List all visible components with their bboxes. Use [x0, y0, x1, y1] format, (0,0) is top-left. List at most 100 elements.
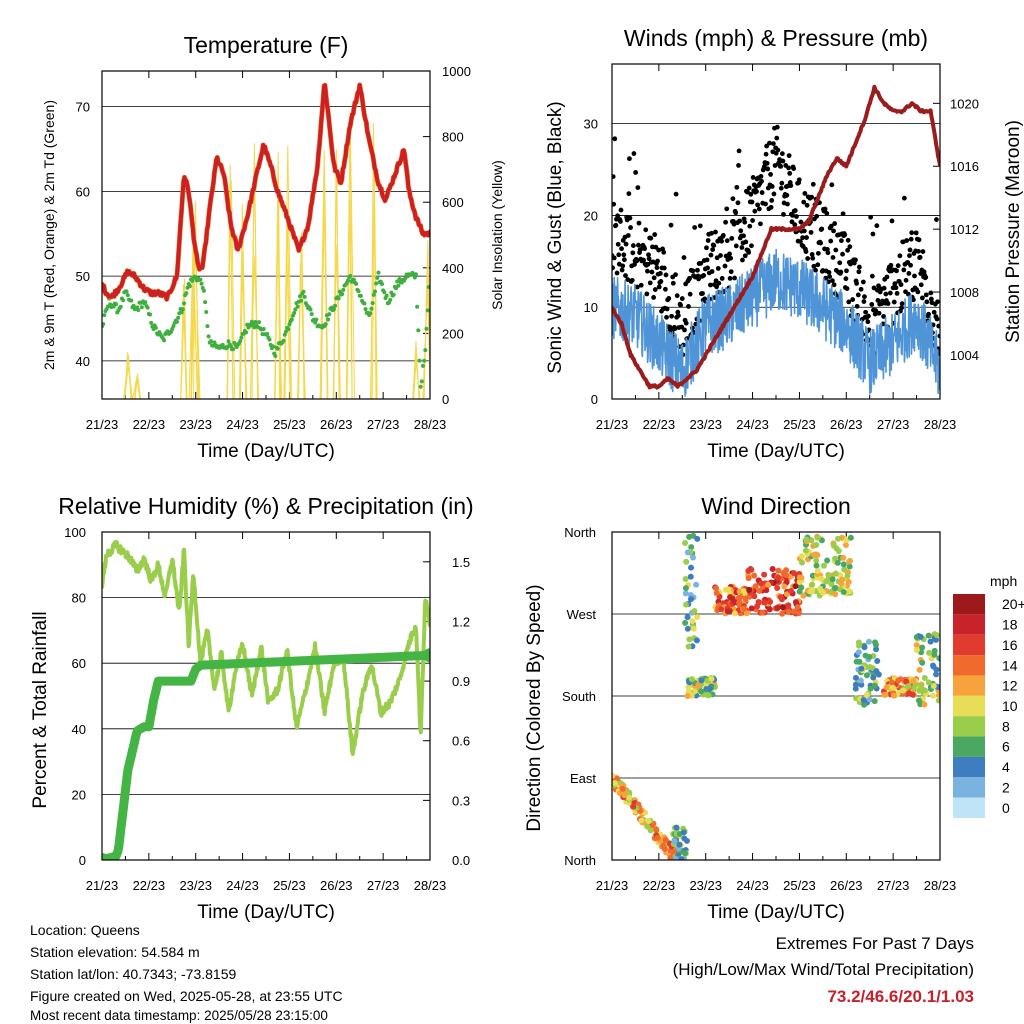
winds-xtick-label: 22/23 [643, 417, 676, 432]
winds-gust-point [692, 225, 698, 230]
winds-gust-point [810, 255, 816, 261]
winds-gust-point [641, 257, 646, 263]
winds-gust-point [798, 219, 804, 225]
winds-gust-point [792, 222, 798, 228]
winds-gust-point [747, 223, 753, 229]
wind-direction-point [704, 692, 711, 699]
winds-gust-point [903, 277, 909, 283]
humidity-ytick-right-label: 0.6 [452, 734, 470, 749]
temperature-dewpoint-point [271, 344, 276, 349]
wind-direction-point [684, 549, 691, 556]
winds-gust-point [738, 228, 744, 234]
wind-direction-point [866, 664, 873, 671]
wind-direction-point [683, 558, 690, 565]
colorbar-label: 14 [1002, 657, 1018, 673]
winds-ytick-right-label: 1020 [950, 96, 979, 111]
wind-direction-xtick-label: 27/23 [877, 878, 910, 893]
winds-gust-point [758, 221, 763, 227]
temperature-dewpoint-point [363, 307, 368, 312]
wind-direction-point [758, 580, 765, 587]
winds-gust-point [664, 306, 670, 312]
temperature-dewpoint-point [174, 319, 179, 324]
temperature-dewpoint-point [139, 305, 144, 310]
wind-direction-point [883, 683, 890, 690]
wind-direction-point [925, 632, 932, 639]
winds-gust-point [634, 284, 640, 290]
wind-direction-point [785, 609, 792, 616]
winds-gust-point [727, 251, 732, 257]
temperature-xtick-label: 22/23 [133, 417, 166, 432]
colorbar-swatch [953, 614, 985, 635]
wind-direction-point [845, 578, 852, 585]
winds-gust-point [855, 292, 861, 298]
wind-direction-point [718, 606, 725, 613]
temperature-dewpoint-point [256, 320, 261, 325]
winds-gust-point [768, 172, 773, 177]
wind-direction-xtick-label: 24/23 [736, 878, 769, 893]
winds-gust-point [801, 228, 807, 234]
wind-direction-point [638, 817, 645, 824]
temperature-dewpoint-point [301, 289, 306, 294]
winds-gust-point [826, 270, 832, 275]
wind-direction-point [871, 682, 878, 689]
winds-gust-point [736, 163, 741, 168]
temperature-dewpoint-point [203, 300, 208, 305]
temperature-dewpoint-point [149, 320, 154, 325]
winds-gust-point [697, 223, 703, 229]
winds-gust-point [612, 265, 615, 271]
winds-gust-point [749, 243, 754, 249]
wind-direction-xtick-label: 28/23 [924, 878, 957, 893]
winds-gust-point [733, 210, 739, 216]
wind-direction-point [802, 547, 809, 554]
temperature-solar-trace [134, 373, 142, 399]
wind-direction-point [671, 838, 678, 845]
wind-direction-point [761, 599, 768, 606]
temperature-dewpoint-point [297, 294, 302, 299]
wind-direction-point [761, 571, 768, 578]
winds-gust-point [673, 272, 678, 278]
wind-direction-point [913, 646, 920, 653]
temperature-dewpoint-point [358, 293, 363, 298]
temperature-dewpoint-point [397, 276, 402, 281]
winds-gust-point [618, 219, 623, 224]
temperature-dewpoint-point [182, 301, 186, 306]
wind-direction-point [698, 677, 705, 684]
wind-direction-point [913, 642, 920, 649]
winds-gust-point [716, 280, 722, 286]
winds-gust-point [686, 304, 691, 309]
humidity-precip-end [423, 648, 430, 663]
wind-direction-point [803, 536, 810, 543]
winds-ylabel-right: Station Pressure (Maroon) [1003, 120, 1024, 343]
winds-gust-point [627, 156, 632, 162]
wind-direction-point [895, 677, 902, 684]
winds-gust-point [668, 222, 674, 228]
winds-gust-point [802, 191, 808, 196]
temperature-solar-trace [297, 232, 306, 399]
humidity-ytick-label: 40 [72, 722, 86, 737]
humidity-xtick-label: 28/23 [414, 878, 447, 893]
temperature-dewpoint-point [348, 273, 353, 278]
wind-direction-point [735, 595, 742, 602]
winds-gust-point [931, 309, 937, 315]
winds-gust-point [889, 218, 895, 224]
wind-direction-point [660, 844, 667, 851]
winds-xlabel: Time (Day/UTC) [707, 441, 845, 462]
temperature-solar-trace [412, 354, 421, 399]
colorbar-swatch [953, 777, 985, 798]
temperature-dewpoint-point [199, 281, 204, 286]
winds-gust-point [907, 247, 913, 253]
winds-gust-point [663, 286, 668, 292]
temperature-dewpoint-point [354, 281, 359, 286]
winds-gust-point [918, 282, 924, 288]
winds-gust-point [742, 219, 748, 225]
winds-gust-point [858, 286, 864, 292]
wind-direction-point [727, 594, 734, 601]
humidity-precip-line [102, 650, 430, 860]
winds-gust-point [904, 238, 910, 243]
humidity-ytick-right-label: 0.9 [452, 674, 470, 689]
winds-gust-point [919, 295, 925, 301]
winds-gust-point [815, 250, 821, 256]
winds-gust-point [687, 275, 692, 281]
temperature-dewpoint-point [372, 289, 377, 294]
temperature-solar-trace [190, 250, 198, 399]
